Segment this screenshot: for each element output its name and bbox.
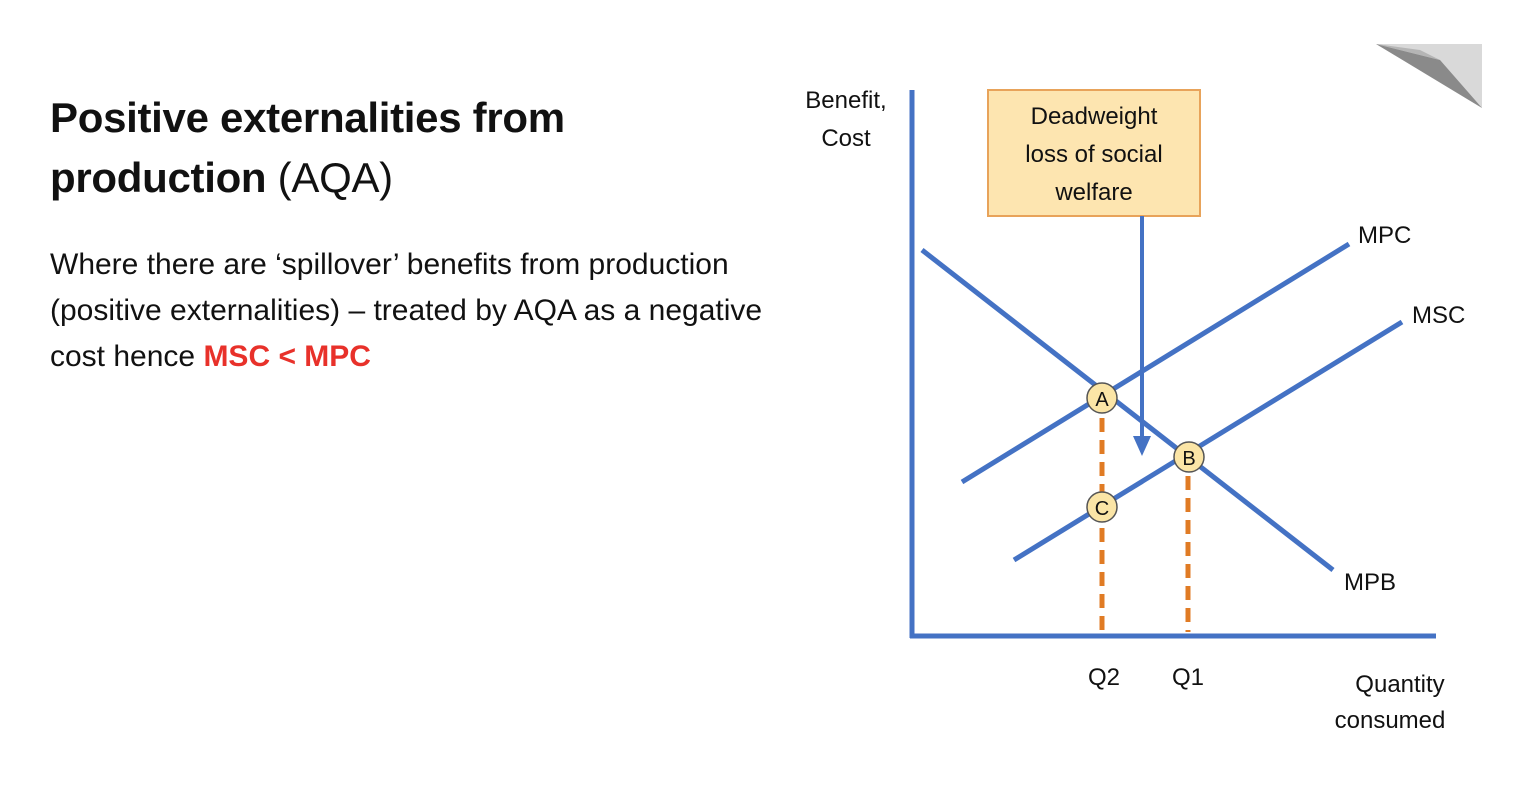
deadweight-loss-callout: Deadweight loss of social welfare [987,89,1201,217]
point-b-label: B [1182,448,1195,470]
slide-title: Positive externalities from production (… [50,88,750,208]
point-a-label: A [1095,389,1109,411]
mpc-label: MPC [1358,222,1411,249]
callout-arrowhead [1133,436,1151,456]
y-axis-label-line1: Benefit, [805,87,886,114]
point-a: A [1086,382,1118,414]
msc-curve [1012,319,1404,563]
body-text-main: Where there are ‘spillover’ benefits fro… [50,248,763,373]
mpb-curve [920,248,1335,572]
y-axis-label-line2: Cost [821,125,871,152]
slide-body-text: Where there are ‘spillover’ benefits fro… [50,242,780,380]
callout-line2: loss of social [1025,141,1162,168]
mpb-label: MPB [1344,569,1396,596]
point-c-label: C [1095,498,1109,520]
msc-label: MSC [1412,302,1465,329]
mpc-curve [960,241,1351,485]
point-c: C [1086,491,1118,523]
q2-label: Q2 [1088,664,1120,691]
callout-line3: welfare [1054,179,1132,206]
x-axis-label-line1: Quantity [1355,671,1444,698]
page-curl-icon [1376,44,1482,108]
point-b: B [1173,441,1205,473]
q1-label: Q1 [1172,664,1204,691]
x-axis-label-line2: consumed [1335,707,1446,734]
slide-title-suffix: (AQA) [277,154,393,201]
callout-line1: Deadweight [1031,103,1158,130]
body-text-highlight: MSC < MPC [203,340,371,373]
slide-title-main: Positive externalities from production [50,94,565,201]
